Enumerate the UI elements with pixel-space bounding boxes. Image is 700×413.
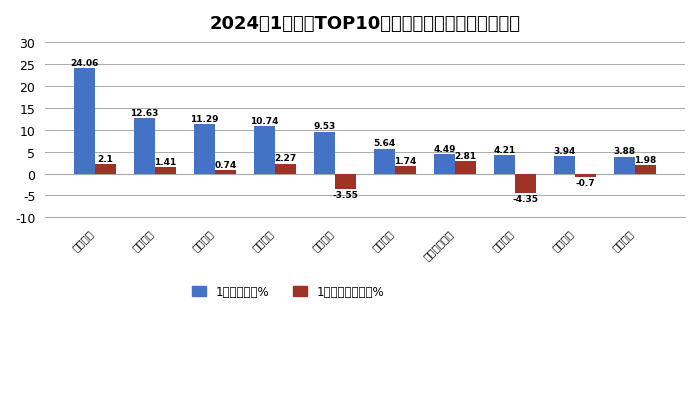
- Bar: [554, 157, 575, 174]
- Text: 2.81: 2.81: [454, 152, 477, 161]
- Text: 12.63: 12.63: [130, 109, 159, 118]
- Bar: [515, 174, 536, 193]
- Text: -3.55: -3.55: [332, 191, 358, 200]
- Text: 3.94: 3.94: [553, 147, 575, 156]
- Bar: [95, 165, 116, 174]
- Bar: [614, 157, 635, 174]
- Text: 9.53: 9.53: [314, 122, 336, 131]
- Bar: [254, 127, 275, 174]
- Text: 10.74: 10.74: [251, 117, 279, 126]
- Bar: [215, 171, 236, 174]
- Bar: [635, 166, 656, 174]
- Text: 1.74: 1.74: [394, 156, 416, 165]
- Bar: [374, 150, 395, 174]
- Bar: [275, 164, 296, 174]
- Bar: [74, 69, 95, 174]
- Text: 24.06: 24.06: [71, 59, 99, 67]
- Bar: [335, 174, 356, 190]
- Text: 2.27: 2.27: [274, 154, 297, 163]
- Bar: [194, 125, 215, 174]
- Text: 4.49: 4.49: [433, 144, 456, 153]
- Text: 1.98: 1.98: [634, 155, 657, 164]
- Text: 1.41: 1.41: [155, 158, 177, 166]
- Text: 2.1: 2.1: [98, 154, 113, 164]
- Text: -0.7: -0.7: [575, 178, 595, 188]
- Bar: [134, 119, 155, 174]
- Bar: [155, 168, 176, 174]
- Text: -4.35: -4.35: [512, 195, 538, 204]
- Bar: [314, 133, 335, 174]
- Bar: [575, 174, 596, 177]
- Bar: [455, 162, 476, 174]
- Text: 5.64: 5.64: [373, 139, 395, 148]
- Text: 4.21: 4.21: [494, 145, 516, 154]
- Bar: [434, 154, 455, 174]
- Bar: [494, 156, 515, 174]
- Bar: [395, 166, 416, 174]
- Text: 0.74: 0.74: [214, 161, 237, 170]
- Legend: 1月市场份额%, 1月份额同比增减%: 1月市场份额%, 1月份额同比增减%: [188, 281, 389, 303]
- Text: 11.29: 11.29: [190, 114, 219, 123]
- Title: 2024年1月轻卡TOP10车企市场占比及占比同比增减: 2024年1月轻卡TOP10车企市场占比及占比同比增减: [209, 15, 521, 33]
- Text: 3.88: 3.88: [613, 147, 636, 156]
